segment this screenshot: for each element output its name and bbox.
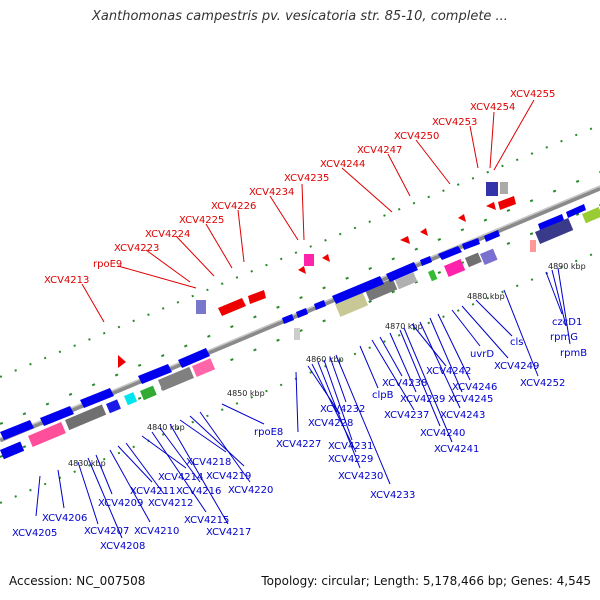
gene-label[interactable]: XCV4224 bbox=[145, 229, 190, 240]
top-gene-labels: XCV4213 rpoE9 XCV4223 XCV4224 XCV4225 XC… bbox=[44, 89, 555, 286]
gene-label[interactable]: XCV4226 bbox=[211, 201, 256, 212]
kbp-tick: 4860 kbp bbox=[306, 355, 344, 364]
map-title: Xanthomonas campestris pv. vesicatoria s… bbox=[92, 9, 508, 24]
top-leader-lines bbox=[81, 99, 535, 323]
gene-label[interactable]: rpmB bbox=[560, 348, 587, 359]
gene-label[interactable]: XCV4229 bbox=[328, 454, 373, 465]
gene-label[interactable]: czcD1 bbox=[552, 317, 582, 328]
gene-label[interactable]: XCV4213 bbox=[44, 275, 89, 286]
gene-label[interactable]: rpoE8 bbox=[254, 427, 283, 438]
gene-label[interactable]: XCV4214 bbox=[158, 472, 203, 483]
gene-label[interactable]: clpB bbox=[372, 390, 394, 401]
gene-label[interactable]: XCV4252 bbox=[520, 378, 565, 389]
gene-label[interactable]: XCV4246 bbox=[452, 382, 497, 393]
gene-label[interactable]: XCV4206 bbox=[42, 513, 87, 524]
gene-label[interactable]: XCV4237 bbox=[384, 410, 429, 421]
kbp-tick: 4870 kbp bbox=[385, 322, 423, 331]
gene-label[interactable]: XCV4243 bbox=[440, 410, 485, 421]
gene-label[interactable]: XCV4242 bbox=[426, 366, 471, 377]
kbp-tick: 4830 kbp bbox=[68, 459, 106, 468]
gene-label[interactable]: XCV4218 bbox=[186, 457, 231, 468]
kbp-tick: 4890 kbp bbox=[548, 262, 586, 271]
forward-strand-genes bbox=[0, 207, 600, 460]
gene-label[interactable]: XCV4225 bbox=[179, 215, 224, 226]
gene-label[interactable]: XCV4253 bbox=[432, 117, 477, 128]
gene-label[interactable]: XCV4235 bbox=[284, 173, 329, 184]
blue-gene-arrows bbox=[0, 204, 586, 440]
gene-label[interactable]: XCV4247 bbox=[357, 145, 402, 156]
bottom-gene-labels: XCV4205 XCV4206 XCV4207 XCV4208 XCV4209 … bbox=[12, 317, 587, 552]
gene-label[interactable]: XCV4205 bbox=[12, 528, 57, 539]
gene-label[interactable]: XCV4228 bbox=[308, 418, 353, 429]
gene-label[interactable]: XCV4227 bbox=[276, 439, 321, 450]
gene-label[interactable]: XCV4233 bbox=[370, 490, 415, 501]
gene-label[interactable]: XCV4210 bbox=[134, 526, 179, 537]
gene-label[interactable]: XCV4223 bbox=[114, 243, 159, 254]
gene-label[interactable]: XCV4217 bbox=[206, 527, 251, 538]
gene-label[interactable]: XCV4254 bbox=[470, 102, 515, 113]
gene-label[interactable]: XCV4250 bbox=[394, 131, 439, 142]
gene-label[interactable]: XCV4215 bbox=[184, 515, 229, 526]
highlight-features bbox=[196, 182, 536, 340]
gene-label[interactable]: XCV4234 bbox=[249, 187, 294, 198]
gene-label[interactable]: XCV4230 bbox=[338, 471, 383, 482]
gene-label[interactable]: XCV4209 bbox=[98, 498, 143, 509]
gene-label[interactable]: XCV4220 bbox=[228, 485, 273, 496]
gene-label[interactable]: XCV4255 bbox=[510, 89, 555, 100]
gene-label[interactable]: XCV4249 bbox=[494, 361, 539, 372]
gene-label[interactable]: XCV4241 bbox=[434, 444, 479, 455]
gene-label[interactable]: XCV4208 bbox=[100, 541, 145, 552]
gene-label[interactable]: XCV4239 bbox=[400, 394, 445, 405]
gene-label[interactable]: rpmG bbox=[550, 332, 578, 343]
kbp-tick: 4840 kbp bbox=[147, 423, 185, 432]
kbp-tick: 4880 kbp bbox=[467, 292, 505, 301]
red-gene-marks bbox=[118, 196, 516, 368]
bottom-leader-lines bbox=[35, 267, 571, 539]
gene-label[interactable]: XCV4207 bbox=[84, 526, 129, 537]
gene-label[interactable]: XCV4211 bbox=[130, 486, 175, 497]
gene-label[interactable]: XCV4240 bbox=[420, 428, 465, 439]
gene-label[interactable]: XCV4216 bbox=[176, 486, 221, 497]
gene-label[interactable]: XCV4212 bbox=[148, 498, 193, 509]
gene-label[interactable]: XCV4219 bbox=[206, 471, 251, 482]
upper-inner-ticks bbox=[0, 171, 600, 425]
gene-label[interactable]: XCV4244 bbox=[320, 159, 365, 170]
topology-text: Topology: circular; Length: 5,178,466 bp… bbox=[261, 574, 591, 588]
kbp-tick: 4850 kbp bbox=[227, 389, 265, 398]
gene-label[interactable]: XCV4245 bbox=[448, 394, 493, 405]
gene-label[interactable]: XCV4238 bbox=[382, 378, 427, 389]
accession-text: Accession: NC_007508 bbox=[9, 574, 146, 588]
gene-label[interactable]: rpoE9 bbox=[93, 259, 122, 270]
gene-label[interactable]: XCV4232 bbox=[320, 404, 365, 415]
gene-label[interactable]: cls bbox=[510, 337, 524, 348]
gene-label[interactable]: XCV4231 bbox=[328, 441, 373, 452]
gene-label[interactable]: uvrD bbox=[470, 349, 494, 360]
